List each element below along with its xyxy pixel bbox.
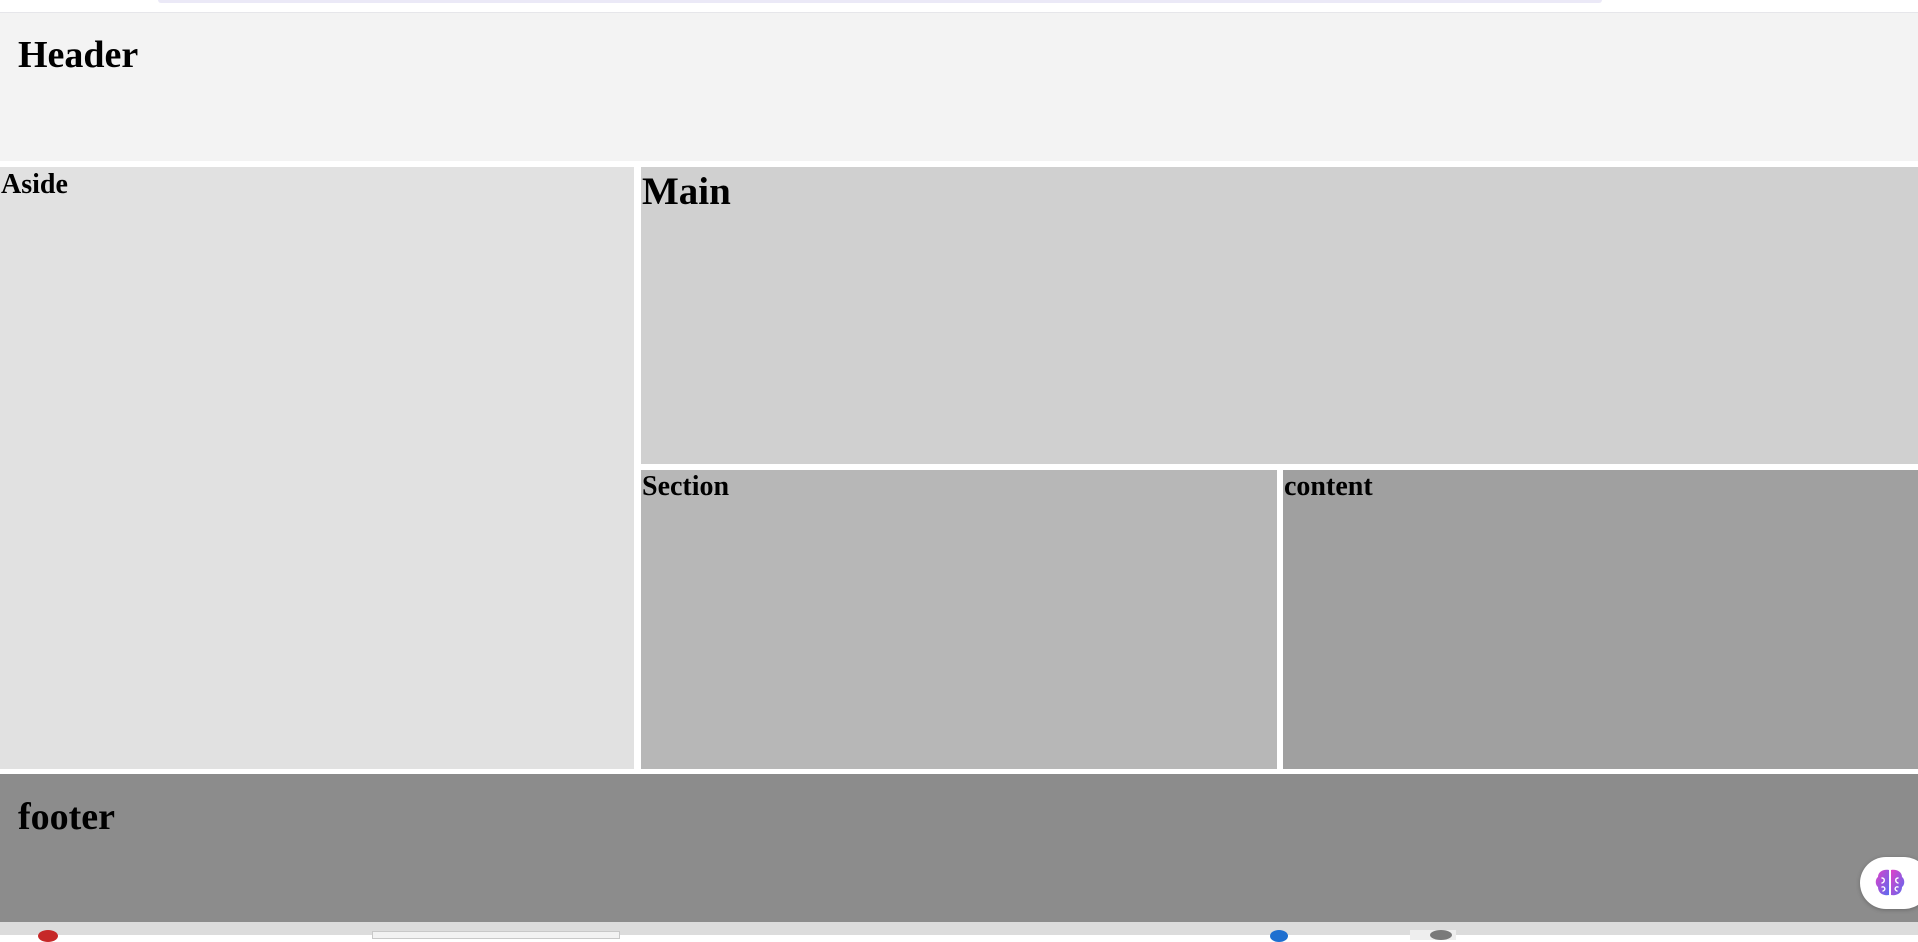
aside-title: Aside [1,169,68,200]
brain-icon [1875,869,1905,896]
browser-top-strip [0,0,1918,13]
taskbar-tab[interactable] [372,931,620,939]
assistant-button[interactable] [1860,857,1918,909]
section-title: Section [642,471,730,502]
page-footer: footer [0,774,1918,922]
address-bar[interactable] [158,0,1602,3]
footer-title: footer [18,796,116,838]
section-panel: Section [641,470,1277,769]
main-title: Main [642,170,731,213]
content-panel: content [1283,470,1918,769]
app-icon[interactable] [1270,930,1288,942]
aside-panel: Aside [0,167,634,769]
header-title: Header [18,34,139,76]
avatar[interactable] [1410,930,1456,940]
page-header: Header [0,13,1918,161]
main-panel: Main [641,167,1918,464]
app-icon[interactable] [38,930,58,942]
content-title: content [1284,471,1373,502]
taskbar [0,922,1918,942]
